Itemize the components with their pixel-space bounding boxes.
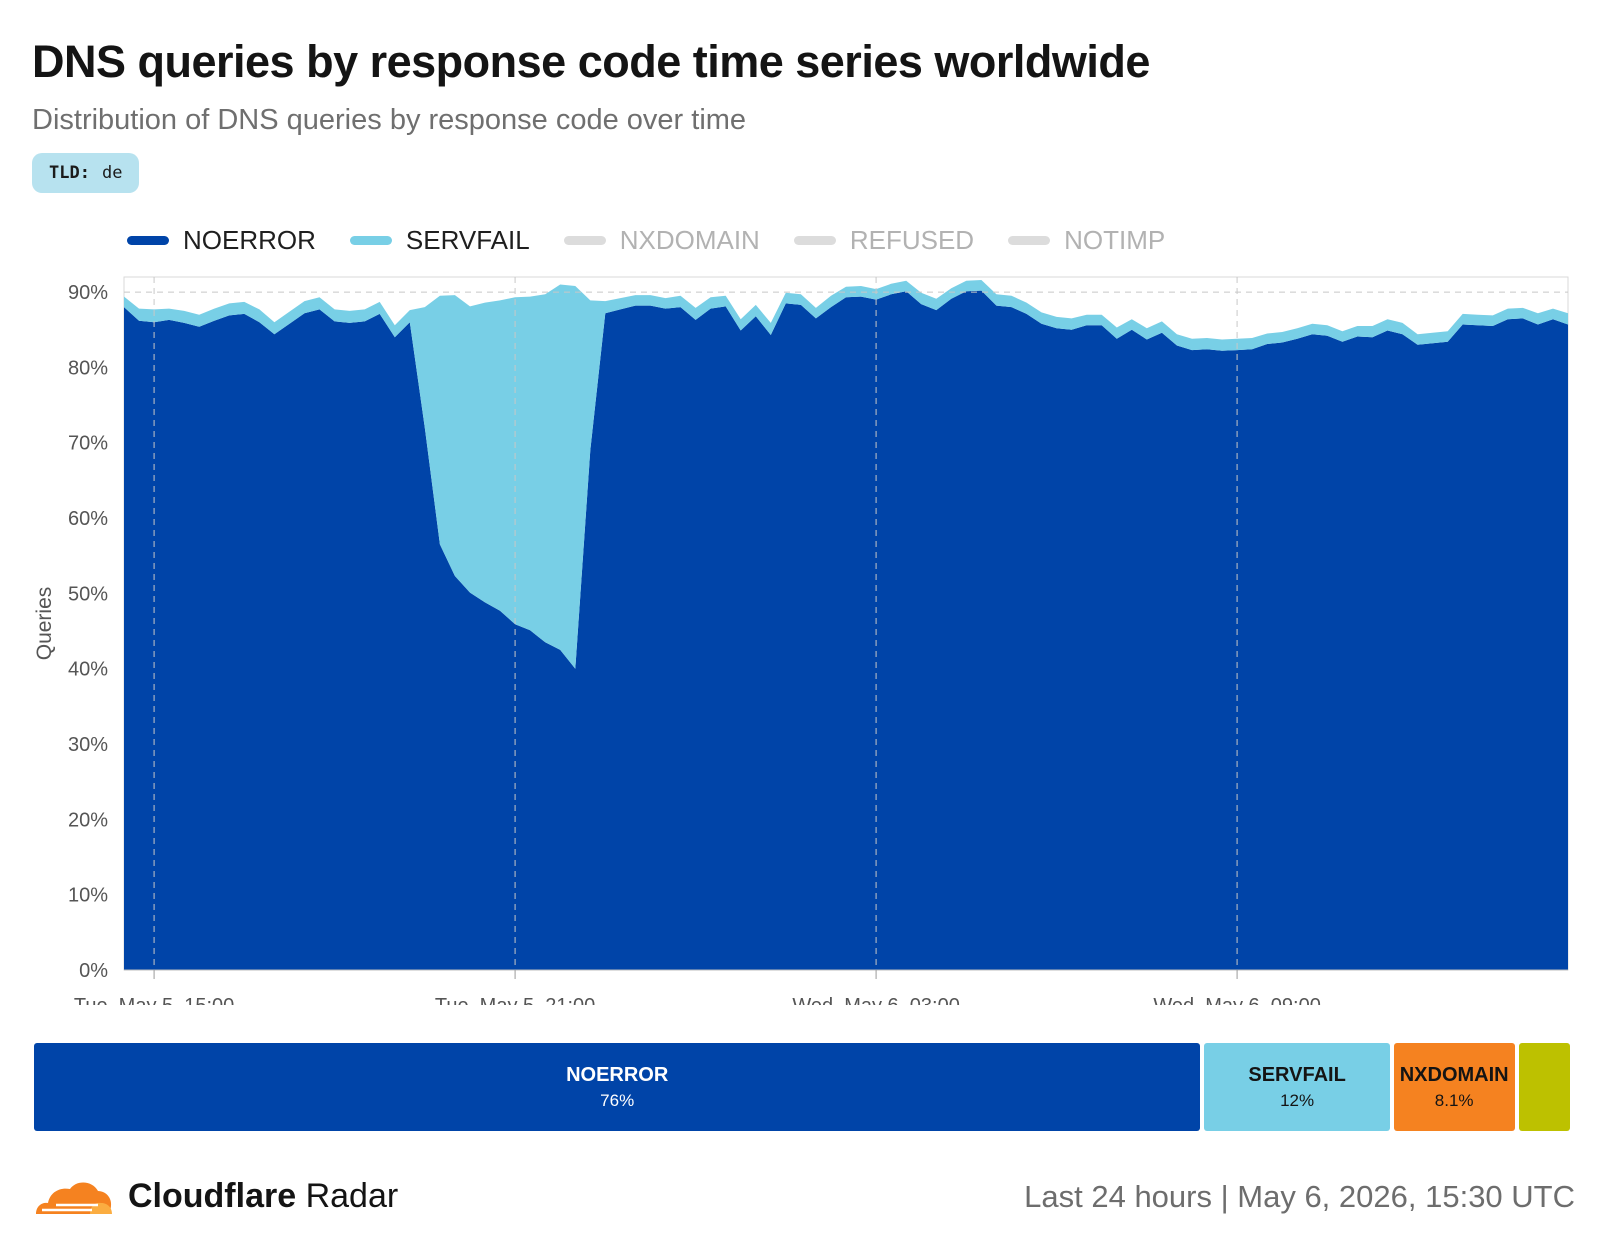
summary-segment-nxdomain[interactable]: NXDOMAIN 8.1% bbox=[1393, 1043, 1515, 1131]
legend-label: NOERROR bbox=[183, 225, 316, 255]
series-area-noerror bbox=[124, 290, 1568, 971]
chart-title: DNS queries by response code time series… bbox=[32, 36, 1150, 87]
stacked-area-chart: 0% 10% 20% 30% 40% 50% 60% 70% 80% 90% Tue, May 5,… bbox=[33, 276, 1569, 1005]
y-tick-label: 30% bbox=[68, 734, 108, 756]
y-tick-label: 70% bbox=[68, 433, 108, 455]
filter-value: de bbox=[101, 163, 123, 183]
legend-swatch bbox=[1008, 236, 1051, 245]
share-summary-bar: NOERROR 76% SERVFAIL 12% NXDOMAIN 8.1% bbox=[34, 1043, 1574, 1131]
legend-label: NOTIMP bbox=[1064, 225, 1166, 255]
summary-segment-other[interactable] bbox=[1518, 1043, 1570, 1131]
y-tick-label: 50% bbox=[68, 583, 108, 605]
summary-segment-value: 8.1% bbox=[1434, 1090, 1474, 1110]
y-axis-title: Queries bbox=[33, 587, 56, 661]
legend-item-servfail[interactable]: SERVFAIL bbox=[349, 225, 530, 256]
legend-label: NXDOMAIN bbox=[619, 225, 760, 255]
x-tick-label: Tue, May 5, 21:00 bbox=[435, 995, 595, 1005]
legend-label: SERVFAIL bbox=[405, 225, 530, 255]
legend-swatch bbox=[793, 236, 836, 245]
filter-chip[interactable]: TLD: de bbox=[32, 153, 140, 193]
y-tick-label: 90% bbox=[68, 282, 108, 304]
summary-segment-label: SERVFAIL bbox=[1248, 1063, 1346, 1086]
summary-segment-label: NOERROR bbox=[566, 1063, 669, 1086]
summary-segment-servfail[interactable]: SERVFAIL 12% bbox=[1204, 1043, 1390, 1131]
brand: Cloudflare Radar bbox=[32, 1176, 398, 1216]
y-tick-label: 20% bbox=[68, 809, 108, 831]
legend: NOERROR SERVFAIL NXDOMAIN REFUSED NOTIMP bbox=[127, 225, 1199, 256]
chart-subtitle: Distribution of DNS queries by response … bbox=[32, 104, 747, 136]
y-tick-label: 60% bbox=[68, 508, 108, 530]
summary-segment-noerror[interactable]: NOERROR 76% bbox=[34, 1043, 1201, 1131]
time-range-meta: Last 24 hours | May 6, 2026, 15:30 UTC bbox=[1024, 1179, 1575, 1214]
x-tick-label: Wed, May 6, 03:00 bbox=[792, 995, 960, 1005]
summary-segment-value: 76% bbox=[600, 1090, 635, 1110]
legend-item-nxdomain[interactable]: NXDOMAIN bbox=[563, 225, 760, 256]
series-area-servfail bbox=[124, 280, 1568, 669]
legend-swatch bbox=[127, 236, 169, 245]
y-tick-label: 0% bbox=[79, 960, 108, 982]
legend-item-refused[interactable]: REFUSED bbox=[793, 225, 975, 256]
legend-swatch bbox=[349, 236, 392, 245]
y-tick-label: 40% bbox=[68, 659, 108, 681]
legend-label: REFUSED bbox=[849, 225, 975, 255]
summary-segment-label: NXDOMAIN bbox=[1399, 1063, 1509, 1086]
filter-key: TLD: bbox=[49, 163, 90, 183]
brand-name: Cloudflare Radar bbox=[128, 1176, 399, 1215]
legend-swatch bbox=[563, 236, 606, 245]
x-tick-label: Tue, May 5, 15:00 bbox=[74, 995, 234, 1005]
y-tick-label: 80% bbox=[68, 357, 108, 379]
legend-item-noerror[interactable]: NOERROR bbox=[127, 225, 316, 256]
legend-item-notimp[interactable]: NOTIMP bbox=[1008, 225, 1165, 256]
y-tick-label: 10% bbox=[68, 885, 108, 907]
x-tick-label: Wed, May 6, 09:00 bbox=[1153, 995, 1321, 1005]
summary-segment-value: 12% bbox=[1280, 1090, 1315, 1110]
cloudflare-logo-icon bbox=[36, 1182, 112, 1214]
